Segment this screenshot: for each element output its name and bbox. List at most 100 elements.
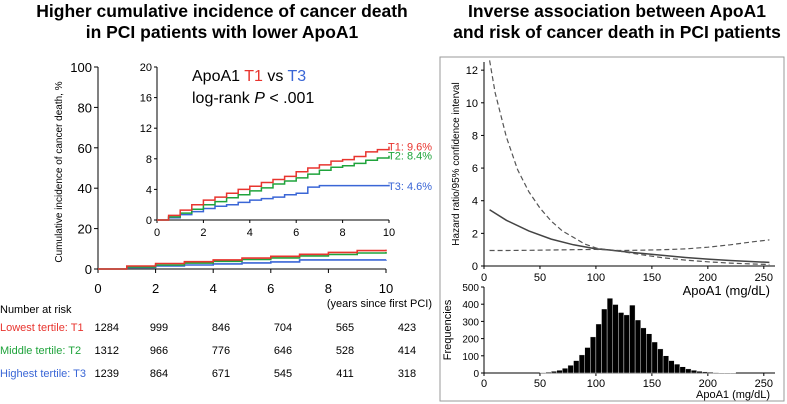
inset-x-tick-label: 6 (293, 227, 299, 239)
hist-bar (567, 365, 574, 374)
hist-x-tick-label: 100 (587, 378, 605, 390)
hr-y-tick-label: 10 (466, 98, 478, 110)
inset-annotation-pvalue: < .001 (265, 90, 314, 107)
hr-y-tick-label: 0 (472, 261, 478, 273)
inset-annotation-part-annotation_line1_t3: T3 (287, 68, 306, 85)
inset-y-tick-label: 20 (140, 62, 152, 74)
main-x-tick-label: 10 (379, 281, 393, 296)
inset-y-tick-label: 0 (146, 215, 152, 227)
risk-row-value: 565 (336, 322, 354, 334)
risk-row-value: 846 (212, 322, 230, 334)
hist-y-tick-label: 0 (473, 369, 479, 380)
hist-bar (590, 336, 597, 374)
hist-bar (685, 368, 692, 374)
risk-row-value: 423 (398, 322, 416, 334)
inset-annotation-p: P (254, 90, 265, 107)
risk-row-value: 999 (150, 322, 168, 334)
risk-row-value: 646 (274, 345, 292, 357)
hist-bar (584, 347, 591, 374)
hist-bar (662, 355, 669, 374)
hr-series-lower (489, 248, 770, 266)
hr-x-tick-label: 0 (481, 272, 487, 284)
risk-row-value: 1312 (95, 345, 119, 357)
inset-annotation-part-annotation_line1_prefix: ApoA1 (192, 68, 244, 85)
main-y-axis-label: Cumulative incidence of cancer death, % (54, 81, 65, 262)
hist-bar (595, 323, 602, 374)
hr-y-tick-label: 6 (472, 163, 478, 175)
hist-x-tick-label: 0 (481, 378, 487, 390)
risk-row-value: 411 (336, 368, 354, 380)
risk-row-value: 1239 (95, 368, 119, 380)
main-y-tick-label: 0 (85, 262, 92, 277)
hr-x-tick-label: 100 (587, 272, 605, 284)
risk-row-value: 318 (398, 368, 416, 380)
hist-bar (651, 341, 658, 374)
main-x-tick-label: 6 (267, 281, 274, 296)
risk-table-header: Number at risk (0, 304, 72, 316)
inset-end-label-T1: T1: 9.6% (388, 142, 432, 154)
hist-bar (657, 348, 664, 374)
hist-x-tick-label: 250 (755, 378, 773, 390)
hist-bar (696, 371, 703, 374)
hist-bar (713, 372, 720, 374)
hist-bar (545, 371, 552, 374)
hist-bar (578, 354, 585, 374)
main-y-tick-label: 100 (70, 60, 92, 75)
main-x-axis-label: (years since first PCI) (327, 298, 432, 310)
histogram-chart: 0 100 200 300 400 500 0 50 100 150 200 250 Frequenci… (442, 283, 775, 401)
inset-x-tick-label: 8 (340, 227, 346, 239)
hist-y-tick-label: 200 (462, 335, 479, 346)
hist-y-tick-label: 400 (462, 300, 479, 311)
inset-annotation-part-annotation_line1_t1: T1 (244, 68, 263, 85)
hr-x-tick-label: 250 (755, 272, 773, 284)
main-x-tick-label: 0 (94, 281, 101, 296)
hist-bar (556, 370, 563, 374)
inset-end-label-T2: T2: 8.4% (388, 151, 432, 163)
inset-x-tick-label: 0 (154, 227, 160, 239)
inset-series-T3 (157, 184, 390, 221)
hr-x-axis-label: ApoA1 (mg/dL) (683, 283, 770, 298)
hr-series-hr (489, 209, 770, 264)
hist-bar (618, 312, 625, 374)
hist-y-tick-label: 300 (462, 317, 479, 328)
inset-x-tick-label: 10 (383, 227, 395, 239)
hist-y-axis-label: Frequencies (442, 299, 454, 360)
inset-annotation-line2: log-rank P < .001 (192, 90, 314, 107)
risk-row-value: 966 (150, 345, 168, 357)
inset-annotation-logrank: log-rank (192, 90, 254, 107)
hist-y-tick-label: 100 (462, 352, 479, 363)
hist-bar (690, 370, 697, 374)
inset-end-label-T3: T3: 4.6% (388, 181, 432, 193)
risk-row-value: 864 (150, 368, 168, 380)
risk-row-value: 776 (212, 345, 230, 357)
hist-bar (640, 327, 647, 374)
inset-km-chart: 0 4 8 12 16 20 0 2 4 6 8 10 T1: 9.6%T2: 8.4% T3: 4.6%… (140, 62, 432, 239)
hist-bar (674, 363, 681, 374)
main-series-T1 (98, 249, 387, 270)
hist-bar (702, 371, 709, 374)
hazard-ratio-chart: 0 2 4 6 8 10 12 0 50 100 150 200 250 Hazard ratio/95%… (451, 60, 775, 298)
risk-row-value: 528 (336, 345, 354, 357)
main-y-tick-label: 40 (78, 181, 92, 196)
hr-y-tick-label: 8 (472, 130, 478, 142)
inset-y-tick-label: 12 (140, 123, 152, 135)
hr-x-tick-label: 50 (534, 272, 546, 284)
main-x-tick-label: 4 (210, 281, 217, 296)
hist-y-tick-label: 500 (462, 283, 479, 294)
hist-x-axis-label: ApoA1 (mg/dL) (696, 389, 770, 401)
left-title-line1: Higher cumulative incidence of cancer de… (36, 1, 408, 21)
hist-bar (668, 360, 675, 374)
right-title-line1: Inverse association between ApoA1 (468, 1, 766, 21)
main-x-tick-label: 8 (325, 281, 332, 296)
hr-y-tick-label: 12 (466, 65, 478, 77)
main-x-tick-label: 2 (152, 281, 159, 296)
main-y-tick-label: 20 (78, 222, 92, 237)
main-y-tick-label: 80 (78, 100, 92, 115)
risk-row-value: 704 (274, 322, 292, 334)
hist-bar (623, 314, 630, 374)
hr-y-tick-label: 4 (472, 196, 478, 208)
inset-annotation-part-annotation_line1_vs: vs (263, 68, 288, 85)
hist-bar (551, 371, 558, 374)
